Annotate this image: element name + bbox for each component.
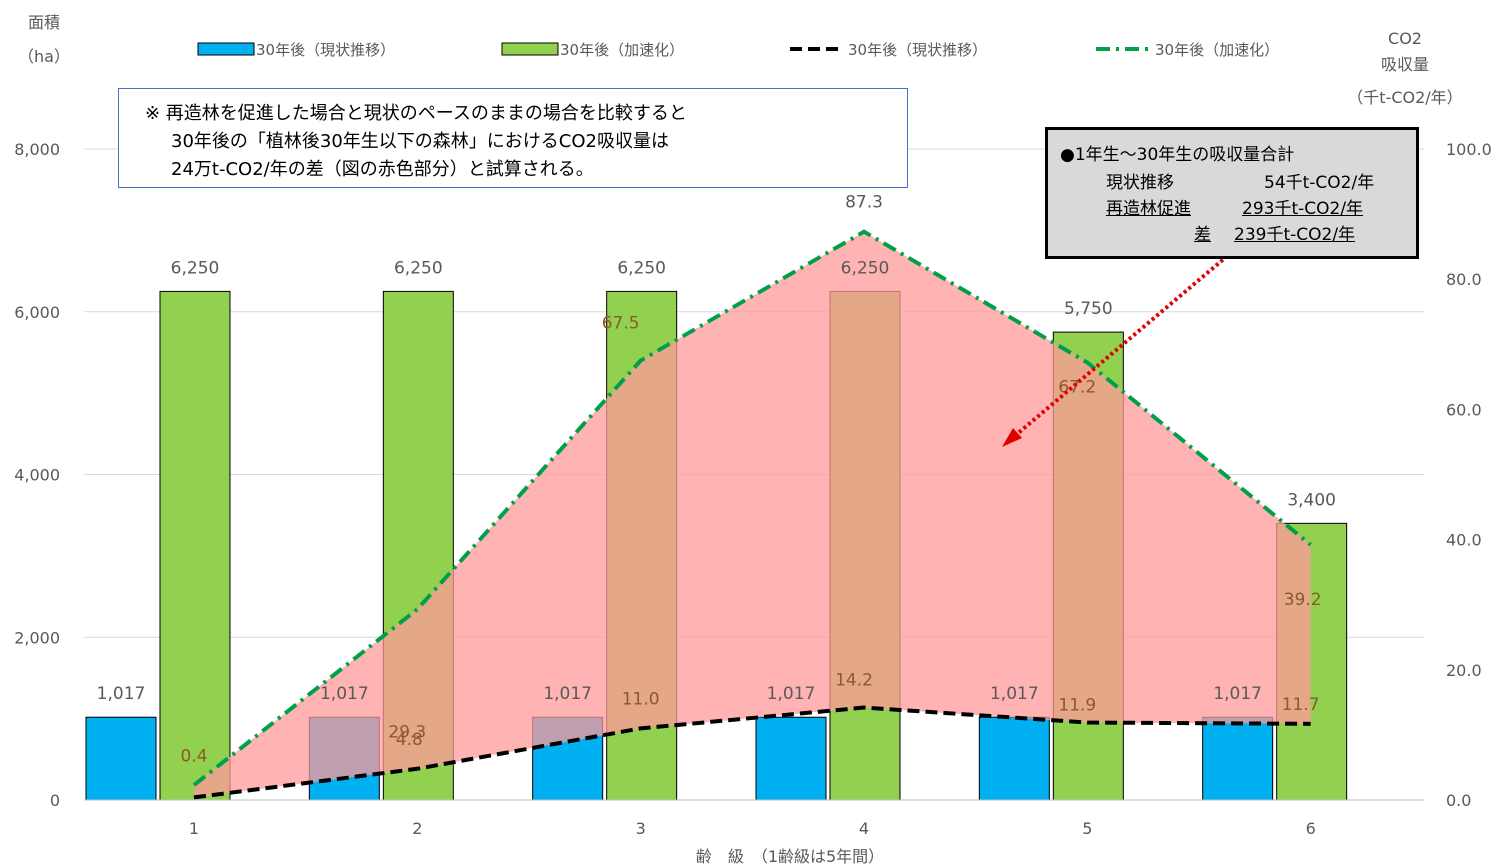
summary-box: ●1年生～30年生の吸収量合計 現状推移 54千t-CO2/年 再造林促進 29… [1045, 127, 1419, 259]
bar-current [755, 716, 827, 801]
legend-label-current-bar: 30年後（現状推移） [256, 41, 395, 59]
arrow [1002, 250, 1234, 447]
legend-label-current-line: 30年後（現状推移） [848, 41, 987, 59]
line-accelerated-label: 29.3 [388, 722, 426, 742]
difference-polygon [194, 231, 1311, 798]
x-tick-label: 4 [859, 819, 869, 838]
y-left-tick-label: 2,000 [14, 628, 60, 647]
line-accelerated-label: 67.2 [1058, 378, 1096, 398]
x-tick-label: 6 [1306, 819, 1316, 838]
line-current-label: 14.2 [835, 671, 873, 691]
x-tick-label: 1 [189, 819, 199, 838]
bar-accelerated-label: 3,400 [1287, 490, 1336, 510]
line-accelerated [192, 229, 1312, 787]
y-right-tick-label: 80.0 [1446, 270, 1482, 289]
line-accelerated-label: 87.3 [845, 193, 883, 213]
y-right-tick-label: 100.0 [1446, 140, 1492, 159]
y-left-title-line1: 面積 [28, 13, 60, 32]
bar-current-label: 1,017 [990, 684, 1039, 704]
y-right-title-line3: （千t-CO2/年） [1347, 88, 1462, 107]
x-tick-label: 2 [412, 819, 422, 838]
difference-area [194, 231, 1311, 798]
bar-accelerated-label: 6,250 [617, 258, 666, 278]
bar-accelerated [159, 290, 231, 801]
x-tick-label: 5 [1082, 819, 1092, 838]
y-left-tick-label: 4,000 [14, 466, 60, 485]
bar-current [1202, 716, 1274, 801]
bar-current [85, 716, 157, 801]
summary-row3-value: 239千t-CO2/年 [1234, 225, 1356, 245]
summary-row2-label: 再造林促進 [1106, 199, 1191, 219]
data-labels: 1,017 6,250 1,017 6,250 1,017 6,250 1,017 6,250… [97, 193, 1336, 767]
summary-row2-value: 293千t-CO2/年 [1242, 199, 1364, 219]
bar-accelerated-label: 5,750 [1064, 299, 1113, 319]
bar-accelerated-label: 6,250 [171, 258, 220, 278]
bar-current-label: 1,017 [543, 684, 592, 704]
note-box: ※ 再造林を促進した場合と現状のペースのままの場合を比較すると 30年後の「植林… [118, 88, 908, 188]
legend-label-accel-line: 30年後（加速化） [1155, 41, 1279, 59]
summary-row3-label: 差 [1194, 225, 1211, 245]
legend-swatch-accel-bar [501, 42, 559, 56]
y-right-title-line1: CO2 [1388, 29, 1422, 48]
y-left-title-line2: （ha） [18, 47, 70, 66]
bar-accelerated-label: 6,250 [394, 258, 443, 278]
note-line-2: 30年後の「植林後30年生以下の森林」におけるCO2吸収量は [171, 131, 669, 152]
y-right-title-line2: 吸収量 [1381, 55, 1429, 74]
note-line-1: ※ 再造林を促進した場合と現状のペースのままの場合を比較すると [145, 103, 687, 124]
bar-accelerated-label: 6,250 [841, 258, 890, 278]
y-left-tick-label: 8,000 [14, 140, 60, 159]
summary-row1-value: 54千t-CO2/年 [1264, 173, 1375, 193]
line-current-label: 11.7 [1282, 695, 1320, 715]
note-line-3: 24万t-CO2/年の差（図の赤色部分）と試算される。 [171, 159, 594, 180]
line-current-label: 11.0 [622, 689, 660, 709]
x-tick-label: 3 [636, 819, 646, 838]
bar-current-label: 1,017 [1213, 684, 1262, 704]
line-accelerated-label: 39.2 [1284, 590, 1322, 610]
line-accelerated-label: 67.5 [602, 314, 640, 334]
summary-title: ●1年生～30年生の吸収量合計 [1060, 145, 1295, 165]
y-right-tick-label: 60.0 [1446, 400, 1482, 419]
line-series [192, 229, 1312, 800]
summary-row1-label: 現状推移 [1106, 173, 1174, 193]
y-right-tick-label: 0.0 [1446, 791, 1471, 810]
bar-current-label: 1,017 [767, 684, 816, 704]
bar-current-label: 1,017 [320, 684, 369, 704]
legend-swatch-current-bar [197, 42, 255, 56]
y-left-tick-label: 6,000 [14, 303, 60, 322]
y-left-tick-label: 0 [50, 791, 60, 810]
x-axis-title: 齢 級 （1齢級は5年間） [696, 847, 884, 866]
line-current-label: 4.8 [396, 730, 423, 750]
line-current-label: 11.9 [1058, 696, 1096, 716]
legend: 30年後（現状推移） 30年後（加速化） 30年後（現状推移） 30年後（加速化… [197, 41, 1279, 59]
bar-current [978, 716, 1050, 801]
line-current [193, 705, 1311, 800]
line-current-label: 0.4 [180, 746, 207, 766]
axes: 0 2,000 4,000 6,000 8,000 0.0 20.0 40.0 60.0 80.0… [14, 140, 1492, 838]
y-right-tick-label: 40.0 [1446, 531, 1482, 550]
legend-label-accel-bar: 30年後（加速化） [560, 41, 684, 59]
y-right-tick-label: 20.0 [1446, 661, 1482, 680]
bar-current-label: 1,017 [97, 684, 146, 704]
